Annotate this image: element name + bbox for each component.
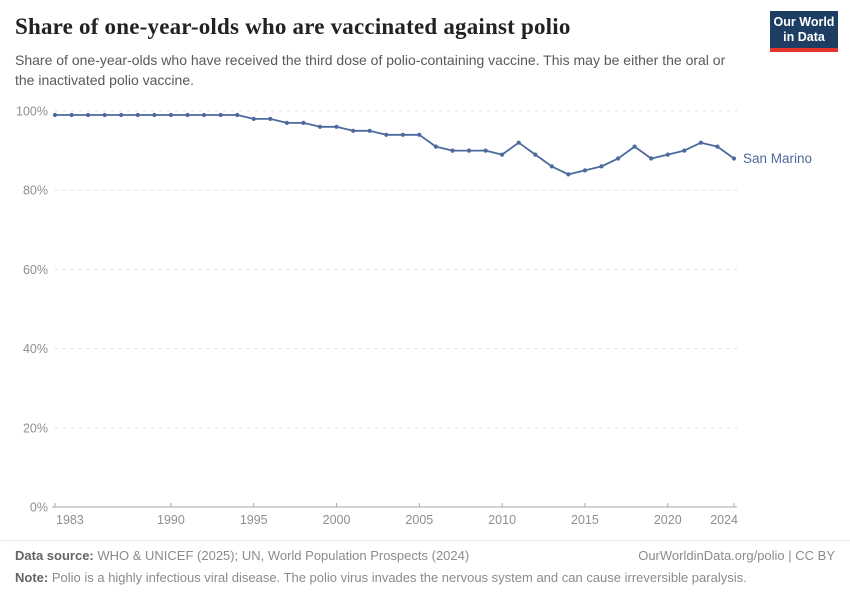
- chart-footer: Data source: WHO & UNICEF (2025); UN, Wo…: [0, 540, 850, 600]
- x-tick-label: 2024: [710, 513, 738, 527]
- data-point: [698, 140, 704, 145]
- x-tick-label: 2010: [488, 513, 516, 527]
- data-point: [69, 112, 74, 118]
- data-point: [235, 112, 240, 118]
- data-point: [665, 152, 670, 157]
- data-point: [682, 148, 687, 153]
- data-point: [201, 112, 207, 118]
- data-point: [516, 140, 521, 145]
- y-tick-label: 20%: [23, 421, 48, 435]
- owid-url-link[interactable]: OurWorldinData.org/polio | CC BY: [638, 548, 835, 563]
- data-source-label: Data source:: [15, 548, 94, 563]
- y-tick-label: 40%: [23, 342, 48, 356]
- data-point: [135, 112, 140, 118]
- data-point: [616, 156, 621, 161]
- data-point: [500, 152, 505, 157]
- x-tick-label: 2015: [571, 513, 599, 527]
- data-point: [466, 148, 472, 153]
- data-point: [731, 156, 737, 161]
- data-point: [102, 112, 107, 118]
- y-tick-label: 60%: [23, 263, 48, 277]
- data-point: [715, 144, 720, 149]
- data-point: [433, 144, 438, 149]
- note-text: Note: Polio is a highly infectious viral…: [15, 570, 747, 585]
- data-point: [152, 112, 157, 118]
- x-tick-label: 1983: [56, 513, 84, 527]
- x-tick-label: 2000: [323, 513, 351, 527]
- data-point: [533, 152, 538, 157]
- data-source-text: Data source: WHO & UNICEF (2025); UN, Wo…: [15, 548, 469, 563]
- data-point: [566, 172, 571, 177]
- data-point: [384, 132, 389, 137]
- data-point: [185, 112, 190, 118]
- data-point: [268, 116, 273, 121]
- data-point: [168, 112, 173, 118]
- data-point: [582, 168, 588, 173]
- data-point: [218, 112, 223, 118]
- data-point: [417, 132, 422, 137]
- x-tick-label: 1990: [157, 513, 185, 527]
- x-tick-label: 1995: [240, 513, 268, 527]
- data-point: [284, 120, 289, 125]
- data-point: [400, 132, 405, 137]
- data-point: [52, 112, 58, 118]
- data-point: [549, 164, 554, 169]
- owid-logo-line1: Our World: [773, 14, 835, 29]
- data-point: [334, 124, 339, 129]
- chart-subtitle: Share of one-year-olds who have received…: [15, 52, 726, 88]
- note-label: Note:: [15, 570, 49, 585]
- data-point: [450, 148, 455, 153]
- data-point: [251, 116, 256, 121]
- note-value: Polio is a highly infectious viral disea…: [48, 570, 747, 585]
- data-point: [317, 124, 323, 129]
- data-point: [599, 164, 604, 169]
- data-point: [632, 144, 637, 149]
- data-point: [351, 128, 356, 133]
- data-line: [54, 114, 735, 176]
- data-point: [119, 112, 124, 118]
- data-point: [367, 128, 372, 133]
- y-tick-label: 100%: [16, 105, 48, 119]
- x-tick-label: 2005: [405, 513, 433, 527]
- footer-note-row: Note: Polio is a highly infectious viral…: [15, 570, 835, 585]
- data-point: [301, 120, 306, 125]
- series-end-label: San Marino: [743, 151, 812, 166]
- data-point: [649, 156, 654, 161]
- y-tick-label: 80%: [23, 184, 48, 198]
- data-point: [86, 112, 91, 118]
- data-source-value: WHO & UNICEF (2025); UN, World Populatio…: [93, 548, 470, 563]
- data-point: [483, 148, 488, 153]
- owid-logo-line2: in Data: [783, 29, 825, 44]
- owid-logo[interactable]: Our World in Data: [770, 11, 838, 52]
- page-title: Share of one-year-olds who are vaccinate…: [15, 14, 571, 39]
- x-tick-label: 2020: [654, 513, 682, 527]
- footer-source-row: Data source: WHO & UNICEF (2025); UN, Wo…: [15, 548, 835, 563]
- y-tick-label: 0%: [30, 501, 48, 515]
